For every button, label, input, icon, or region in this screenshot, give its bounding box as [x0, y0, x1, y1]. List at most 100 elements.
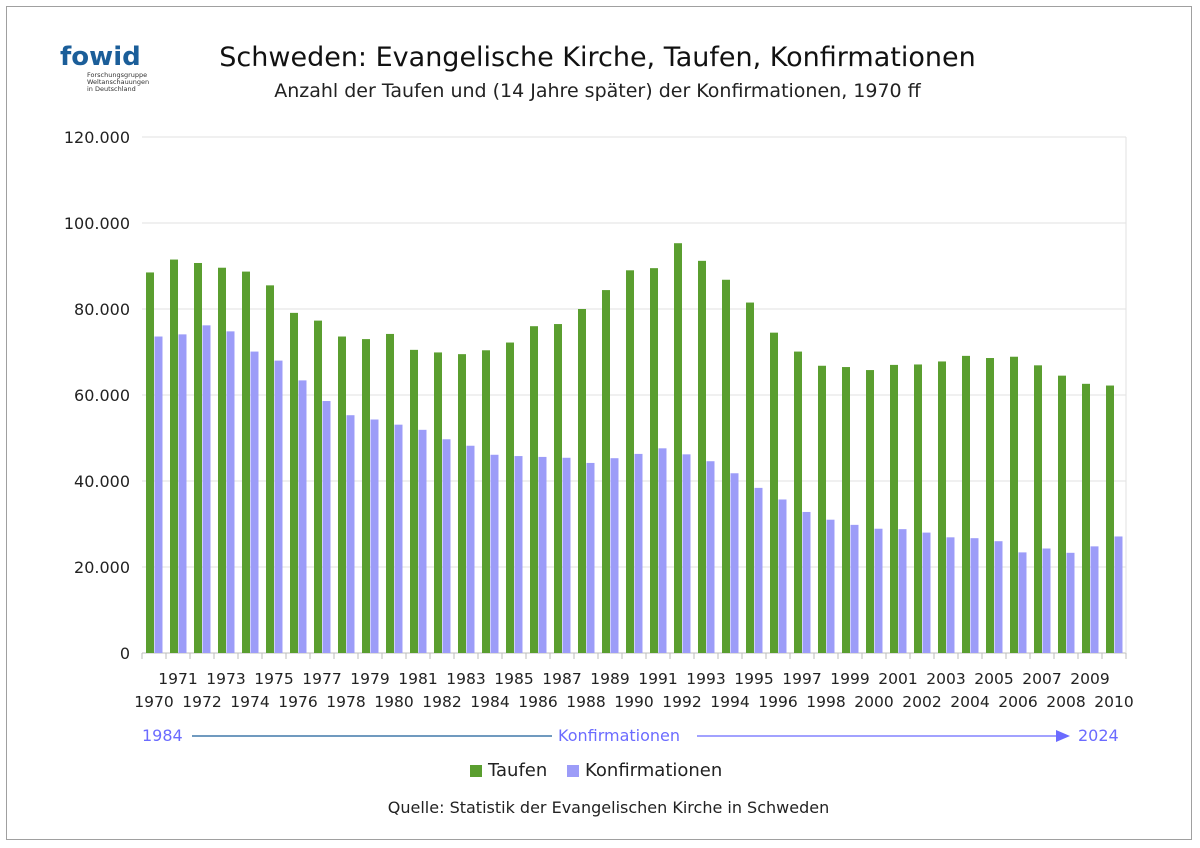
- y-tick-label: 20.000: [74, 558, 130, 577]
- bar-taufen-1971: [170, 259, 178, 653]
- bar-konfirmationen-1985: [514, 456, 523, 653]
- bar-taufen-2002: [914, 364, 922, 653]
- x-tick-label: 1992: [662, 693, 701, 711]
- source-note: Quelle: Statistik der Evangelischen Kirc…: [387, 798, 830, 817]
- bar-konfirmationen-1984: [490, 454, 499, 653]
- x-tick-label: 1998: [806, 693, 845, 711]
- x-tick-label: 1985: [494, 670, 533, 688]
- bar-konfirmationen-1982: [442, 439, 451, 653]
- x-tick-label: 1991: [638, 670, 677, 688]
- legend-swatch-konfirmationen: [567, 765, 580, 777]
- x-tick-label: 2009: [1070, 670, 1109, 688]
- bar-konfirmationen-2003: [946, 537, 955, 653]
- x-tick-label: 1987: [542, 670, 581, 688]
- bar-taufen-1987: [554, 324, 562, 653]
- bar-konfirmationen-2010: [1114, 536, 1123, 653]
- bar-konfirmationen-1983: [466, 445, 475, 653]
- x-tick-label: 1995: [734, 670, 773, 688]
- bar-taufen-1992: [674, 243, 682, 653]
- legend-item-taufen: Taufen: [470, 760, 547, 781]
- bar-taufen-1980: [386, 333, 394, 653]
- x-tick-label: 1974: [230, 693, 269, 711]
- legend-item-konfirmationen: Konfirmationen: [567, 760, 722, 781]
- x-tick-label: 1996: [758, 693, 797, 711]
- logo-line-1: Forschungsgruppe: [87, 71, 148, 79]
- chart-subtitle: Anzahl der Taufen und (14 Jahre später) …: [274, 80, 921, 102]
- x-tick-label: 2001: [878, 670, 917, 688]
- bar-taufen-1997: [794, 351, 802, 653]
- bar-konfirmationen-1996: [778, 499, 787, 653]
- x-tick-label: 2000: [854, 693, 893, 711]
- bar-taufen-1984: [482, 350, 490, 653]
- y-tick-label: 80.000: [74, 300, 130, 319]
- bar-taufen-2009: [1082, 383, 1090, 653]
- bar-taufen-1974: [242, 271, 250, 653]
- bar-konfirmationen-1999: [850, 524, 859, 653]
- bar-taufen-1983: [458, 354, 466, 653]
- bar-konfirmationen-2001: [898, 529, 907, 653]
- bar-konfirmationen-2000: [874, 528, 883, 653]
- bar-taufen-1993: [698, 260, 706, 653]
- bar-konfirmationen-1990: [634, 453, 643, 653]
- timeline-arrowhead: [1056, 730, 1070, 742]
- bar-taufen-1981: [410, 349, 418, 653]
- x-tick-label: 1979: [350, 670, 389, 688]
- x-tick-label: 1981: [398, 670, 437, 688]
- bar-konfirmationen-1971: [178, 334, 187, 653]
- bar-taufen-1989: [602, 290, 610, 653]
- bar-konfirmationen-1972: [202, 325, 211, 653]
- timeline-end-label: 2024: [1078, 726, 1119, 745]
- bar-konfirmationen-1977: [322, 401, 331, 653]
- bar-konfirmationen-1994: [730, 473, 739, 653]
- bar-konfirmationen-2008: [1066, 552, 1075, 653]
- x-tick-label: 1972: [182, 693, 221, 711]
- x-axis-ticks: 1970 1971 1972 1973 1974 1975 1976 1977 1978 1979…: [134, 653, 1134, 711]
- logo-line-2: Weltanschauungen: [87, 78, 150, 86]
- bar-taufen-1991: [650, 268, 658, 653]
- x-tick-label: 2006: [998, 693, 1037, 711]
- y-tick-label: 100.000: [64, 214, 130, 233]
- logo-line-3: in Deutschland: [87, 85, 136, 93]
- chart-frame: [6, 6, 1192, 840]
- bar-konfirmationen-1998: [826, 519, 835, 653]
- bar-taufen-2005: [986, 358, 994, 653]
- bar-taufen-1988: [578, 309, 586, 653]
- x-tick-label: 1997: [782, 670, 821, 688]
- x-tick-label: 1984: [470, 693, 509, 711]
- logo-subtext: Forschungsgruppe Weltanschauungen in Deu…: [87, 72, 177, 93]
- bar-taufen-1990: [626, 270, 634, 653]
- bar-taufen-1999: [842, 367, 850, 653]
- bar-konfirmationen-1997: [802, 511, 811, 653]
- y-tick-label: 60.000: [74, 386, 130, 405]
- bar-taufen-1982: [434, 352, 442, 653]
- bar-konfirmationen-2007: [1042, 548, 1051, 653]
- bar-taufen-1986: [530, 326, 538, 653]
- chart-title: Schweden: Evangelische Kirche, Taufen, K…: [219, 42, 976, 73]
- x-tick-label: 1977: [302, 670, 341, 688]
- bar-konfirmationen-1979: [370, 419, 379, 653]
- x-tick-label: 2007: [1022, 670, 1061, 688]
- bar-taufen-1973: [218, 267, 226, 653]
- fowid-logo: fowid Forschungsgruppe Weltanschauungen …: [60, 42, 180, 102]
- x-tick-label: 2003: [926, 670, 965, 688]
- x-tick-label: 2002: [902, 693, 941, 711]
- bar-taufen-1996: [770, 332, 778, 653]
- bars: [146, 243, 1123, 653]
- bar-taufen-2008: [1058, 375, 1066, 653]
- x-tick-label: 1982: [422, 693, 461, 711]
- chart-legend: Taufen Konfirmationen: [470, 760, 736, 781]
- y-tick-label: 40.000: [74, 472, 130, 491]
- x-tick-label: 1978: [326, 693, 365, 711]
- bar-konfirmationen-1993: [706, 461, 715, 653]
- x-tick-label: 1988: [566, 693, 605, 711]
- bar-konfirmationen-2004: [970, 538, 979, 653]
- legend-label-taufen: Taufen: [488, 760, 548, 781]
- bar-taufen-2010: [1106, 385, 1114, 653]
- bar-taufen-2001: [890, 364, 898, 653]
- bar-taufen-1985: [506, 342, 514, 653]
- y-axis-ticks: 0 20.000 40.000 60.000 80.000 100.000 120.000: [64, 128, 130, 663]
- bar-taufen-2007: [1034, 365, 1042, 653]
- x-tick-label: 2005: [974, 670, 1013, 688]
- bar-konfirmationen-1988: [586, 462, 595, 653]
